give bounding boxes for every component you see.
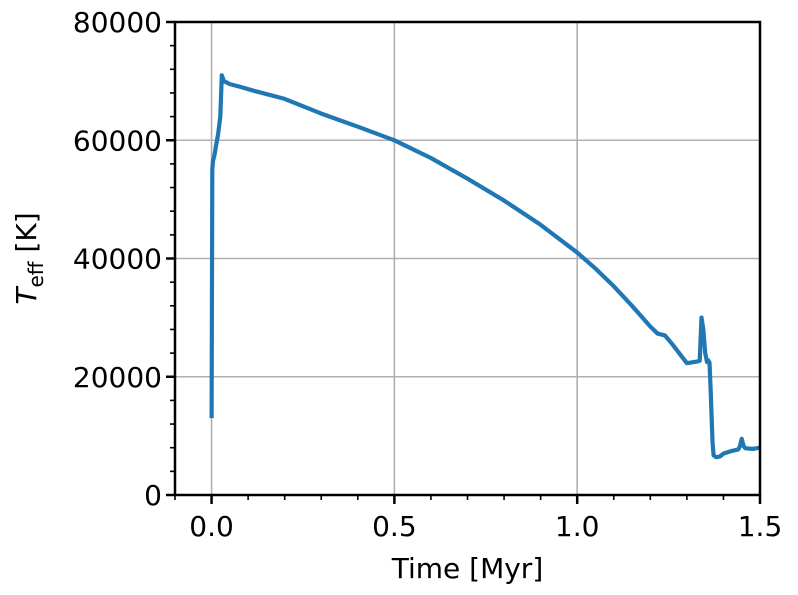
y-tick-label: 20000 bbox=[73, 361, 162, 394]
series-line bbox=[209, 73, 761, 460]
y-tick-label: 0 bbox=[144, 479, 162, 512]
y-tick-label: 80000 bbox=[73, 6, 162, 39]
x-tick-label: 1.5 bbox=[738, 510, 783, 543]
y-tick-label: 60000 bbox=[73, 124, 162, 157]
major-ticks bbox=[166, 20, 762, 504]
y-axis-label-subscript: eff bbox=[24, 260, 48, 287]
minor-ticks bbox=[170, 44, 725, 500]
y-axis-label-unit: [K] bbox=[10, 212, 43, 261]
x-tick-label: 0.0 bbox=[189, 510, 234, 543]
y-tick-labels: 0 20000 40000 60000 80000 bbox=[73, 6, 162, 512]
x-axis-label: Time [Myr] bbox=[391, 552, 544, 585]
y-tick-label: 40000 bbox=[73, 243, 162, 276]
x-tick-labels: 0.0 0.5 1.0 1.5 bbox=[189, 510, 782, 543]
x-tick-label: 1.0 bbox=[555, 510, 600, 543]
y-axis-label-main: T bbox=[10, 286, 43, 305]
y-axis-label: Teff [K] bbox=[10, 212, 48, 304]
x-tick-label: 0.5 bbox=[372, 510, 417, 543]
series-layer bbox=[209, 73, 761, 460]
plot-frame bbox=[173, 20, 762, 497]
